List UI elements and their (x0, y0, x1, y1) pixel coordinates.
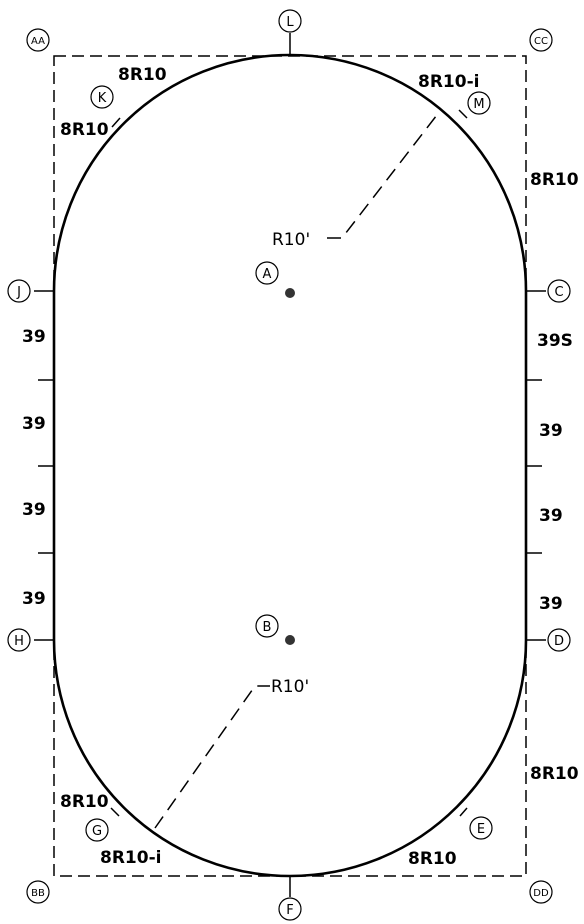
marker-a: A (255, 261, 279, 285)
radius-label-bottom: R10' (271, 677, 309, 697)
bounding-rectangle (53, 55, 527, 877)
label-left-4: 39 (22, 589, 46, 609)
marker-g: G (85, 818, 109, 842)
svg-text:AA: AA (31, 36, 45, 47)
radius-leader-top (327, 110, 441, 239)
marker-cc: CC (529, 28, 553, 52)
label-bottom-left-upper: 8R10 (60, 792, 109, 812)
svg-text:K: K (98, 91, 107, 106)
label-right-1: 39S (537, 331, 573, 351)
label-top-left-lower: 8R10 (60, 120, 109, 140)
svg-text:L: L (286, 15, 294, 30)
label-right-2: 39 (539, 421, 563, 441)
radius-label-top: R10' (272, 230, 310, 250)
svg-text:G: G (92, 824, 102, 839)
svg-text:B: B (263, 620, 272, 635)
svg-text:BB: BB (31, 888, 45, 899)
label-left-3: 39 (22, 500, 46, 520)
marker-j: J (7, 279, 31, 303)
label-bottom-right-lower: 8R10 (408, 849, 457, 869)
svg-text:CC: CC (534, 36, 548, 47)
radius-leader-bottom (154, 685, 270, 829)
svg-text:C: C (554, 285, 563, 300)
svg-text:DD: DD (533, 888, 549, 899)
label-bottom-left-lower: 8R10-i (100, 848, 161, 868)
label-top-left-upper: 8R10 (118, 65, 167, 85)
svg-text:E: E (477, 822, 485, 837)
marker-h: H (7, 628, 31, 652)
right-tick-marks (526, 290, 546, 641)
marker-f: F (278, 897, 302, 921)
marker-bb: BB (26, 880, 50, 904)
svg-text:H: H (14, 634, 24, 649)
label-top-right-upper: 8R10-i (418, 72, 479, 92)
marker-dd: DD (529, 880, 553, 904)
svg-text:M: M (473, 97, 484, 112)
marker-b: B (255, 614, 279, 638)
label-top-right-side: 8R10 (530, 170, 579, 190)
marker-k: K (90, 85, 114, 109)
track-outline (52, 53, 528, 878)
marker-c: C (547, 279, 571, 303)
marker-d: D (547, 628, 571, 652)
svg-text:D: D (554, 634, 564, 649)
marker-e: E (469, 816, 493, 840)
label-right-3: 39 (539, 506, 563, 526)
label-right-4: 39 (539, 594, 563, 614)
label-bottom-right-side: 8R10 (530, 764, 579, 784)
svg-text:A: A (263, 267, 272, 282)
marker-aa: AA (26, 28, 50, 52)
svg-text:F: F (286, 903, 293, 918)
label-left-1: 39 (22, 327, 46, 347)
svg-text:J: J (16, 285, 21, 300)
marker-m: M (467, 91, 491, 115)
marker-l: L (278, 9, 302, 33)
curve-tick-marks (110, 109, 468, 817)
left-tick-marks (34, 290, 54, 641)
center-dot-a (285, 288, 295, 298)
center-dot-b (285, 635, 295, 645)
label-left-2: 39 (22, 414, 46, 434)
